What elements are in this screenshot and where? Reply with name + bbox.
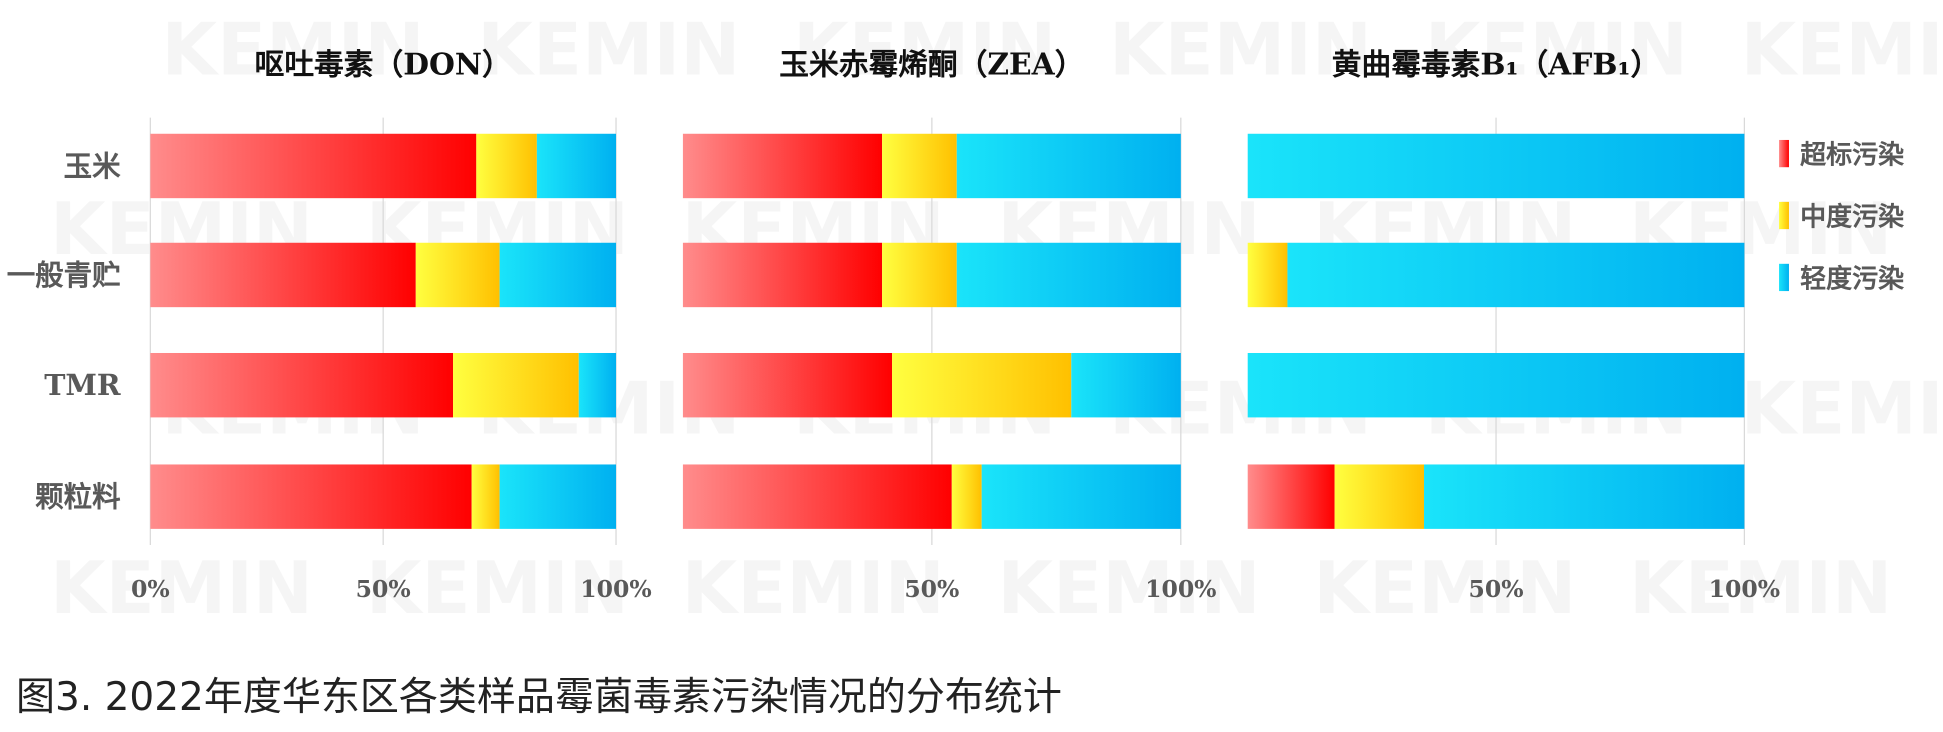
bar-超标污染-玉米 bbox=[682, 133, 883, 199]
watermark-text: KEMIN bbox=[1313, 546, 1576, 630]
bar-超标污染-颗粒料 bbox=[1247, 464, 1335, 529]
x-tick-label: 100% bbox=[580, 575, 651, 603]
bar-轻度污染-玉米 bbox=[1247, 133, 1745, 199]
legend-swatch bbox=[1779, 201, 1789, 230]
watermark-text: KEMIN bbox=[1109, 7, 1372, 91]
watermark-text: KEMIN bbox=[161, 7, 424, 91]
bar-超标污染-一般青贮 bbox=[150, 242, 416, 308]
bar-轻度污染-玉米 bbox=[536, 133, 617, 199]
watermark-text: KEMIN bbox=[793, 7, 1056, 91]
legend-swatch bbox=[1779, 263, 1789, 292]
figure-caption: 图3. 2022年度华东区各类样品霉菌毒素污染情况的分布统计 bbox=[16, 675, 1062, 720]
bar-中度污染-颗粒料 bbox=[951, 464, 982, 529]
legend-label: 超标污染 bbox=[1800, 140, 1904, 170]
category-label: TMR bbox=[44, 368, 121, 402]
bar-轻度污染-TMR bbox=[1247, 352, 1745, 418]
x-tick-label: 50% bbox=[1468, 575, 1523, 603]
bar-中度污染-一般青贮 bbox=[415, 242, 500, 308]
x-tick-label: 100% bbox=[1145, 575, 1216, 603]
category-label: 颗粒料 bbox=[35, 480, 121, 514]
bar-超标污染-玉米 bbox=[150, 133, 477, 199]
bar-中度污染-一般青贮 bbox=[882, 242, 957, 308]
legend-label: 轻度污染 bbox=[1800, 263, 1904, 294]
watermark-text: KEMIN bbox=[1741, 7, 1943, 91]
watermark-text: KEMIN bbox=[1741, 367, 1943, 451]
bar-超标污染-颗粒料 bbox=[150, 464, 472, 529]
x-tick-label: 50% bbox=[904, 575, 959, 603]
bar-轻度污染-颗粒料 bbox=[1424, 464, 1745, 529]
bar-轻度污染-一般青贮 bbox=[1287, 242, 1745, 308]
bar-超标污染-颗粒料 bbox=[682, 464, 952, 529]
bar-中度污染-颗粒料 bbox=[471, 464, 500, 529]
panel-2: 50% 100% 黄曲霉毒素B₁（AFB₁） bbox=[1247, 47, 1780, 603]
bar-超标污染-TMR bbox=[150, 352, 454, 418]
bar-轻度污染-一般青贮 bbox=[499, 242, 617, 308]
bar-超标污染-TMR bbox=[682, 352, 893, 418]
bar-中度污染-玉米 bbox=[476, 133, 537, 199]
x-tick-label: 100% bbox=[1709, 575, 1780, 603]
bar-超标污染-一般青贮 bbox=[682, 242, 883, 308]
bar-轻度污染-TMR bbox=[1071, 352, 1181, 418]
bar-轻度污染-TMR bbox=[578, 352, 617, 418]
bar-中度污染-玉米 bbox=[882, 133, 957, 199]
watermark-text: KEMIN bbox=[366, 546, 629, 630]
legend-label: 中度污染 bbox=[1800, 201, 1904, 232]
bar-轻度污染-颗粒料 bbox=[981, 464, 1181, 529]
watermark-text: KEMIN bbox=[1629, 546, 1892, 630]
watermark-text: KEMIN bbox=[998, 546, 1261, 630]
watermark-text: KEMIN bbox=[50, 546, 313, 630]
watermark-text: KEMIN bbox=[477, 7, 740, 91]
watermark-layer: KEMIN KEMIN KEMIN KEMIN KEMIN KEMIN KEMIN KEMIN… bbox=[50, 7, 1943, 630]
legend-swatch bbox=[1779, 139, 1789, 168]
bar-中度污染-一般青贮 bbox=[1247, 242, 1288, 308]
bar-中度污染-TMR bbox=[892, 352, 1072, 418]
panel-title: 呕吐毒素（DON） bbox=[255, 47, 512, 82]
x-tick-label: 50% bbox=[356, 575, 411, 603]
x-tick-label: 0% bbox=[131, 575, 170, 603]
category-label: 一般青贮 bbox=[7, 258, 121, 292]
bar-轻度污染-颗粒料 bbox=[499, 464, 617, 529]
panel-title: 玉米赤霉烯酮（ZEA） bbox=[779, 47, 1084, 82]
bar-中度污染-TMR bbox=[453, 352, 579, 418]
category-label: 玉米 bbox=[64, 149, 121, 183]
watermark-text: KEMIN bbox=[682, 546, 945, 630]
watermark-text: KEMIN bbox=[1425, 7, 1688, 91]
bar-轻度污染-玉米 bbox=[956, 133, 1181, 199]
bar-中度污染-颗粒料 bbox=[1334, 464, 1425, 529]
panel-title: 黄曲霉毒素B₁（AFB₁） bbox=[1332, 47, 1660, 82]
bar-轻度污染-一般青贮 bbox=[956, 242, 1181, 308]
panel-1: 50% 100% 玉米赤霉烯酮（ZEA） bbox=[682, 47, 1217, 603]
